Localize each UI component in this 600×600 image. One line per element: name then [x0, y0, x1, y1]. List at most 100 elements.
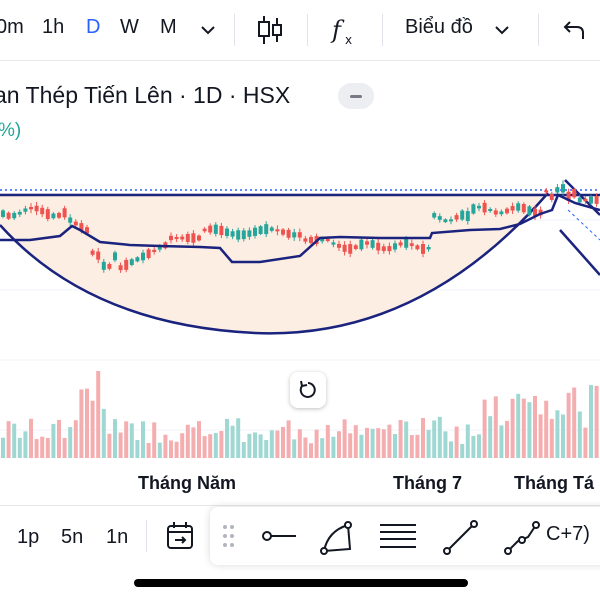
volume-bar: [572, 387, 577, 458]
volume-bar: [90, 400, 95, 458]
volume-bar: [163, 434, 168, 458]
volume-bar: [465, 424, 470, 458]
reset-chart-button[interactable]: [290, 372, 326, 408]
candle-body: [544, 190, 549, 193]
collapse-legend-button[interactable]: [338, 83, 374, 109]
volume-bar: [398, 420, 403, 458]
moving-average-line: [0, 193, 600, 264]
volume-bar: [275, 430, 280, 458]
svg-text:x: x: [345, 33, 352, 46]
volume-bar: [499, 425, 504, 458]
volume-bar: [264, 439, 269, 458]
volume-bar: [258, 434, 263, 458]
candle-body: [370, 240, 375, 248]
timeframe-0m[interactable]: 0m: [0, 16, 24, 38]
drag-handle-icon[interactable]: [222, 519, 236, 553]
candle-body: [236, 230, 241, 240]
candle-body: [555, 187, 560, 193]
timeframe-1h[interactable]: 1h: [42, 16, 65, 38]
candle-body: [499, 211, 504, 215]
reset-icon: [299, 380, 316, 398]
candle-body: [583, 198, 588, 202]
volume-bar: [236, 418, 241, 458]
candle-body: [152, 249, 157, 252]
timeframe-w[interactable]: W: [120, 16, 139, 38]
candlestick-icon[interactable]: [255, 14, 285, 46]
volume-bar: [113, 419, 117, 458]
candle-body: [359, 239, 364, 250]
candle-body: [40, 207, 45, 215]
volume-bar: [101, 408, 106, 458]
timeframe-d[interactable]: D: [86, 16, 101, 38]
cup-pattern-fill: [0, 193, 548, 334]
volume-bar: [124, 421, 129, 458]
candle-body: [325, 238, 330, 242]
chart-type-select[interactable]: Biểu đồ: [405, 16, 473, 38]
symbol-title[interactable]: an Thép Tiến Lên · 1D · HSX: [0, 82, 291, 108]
volume-bar: [365, 427, 369, 458]
chevron-down-icon[interactable]: [198, 22, 218, 38]
path-icon[interactable]: [502, 519, 542, 557]
volume-bar: [219, 431, 224, 458]
chevron-down-icon[interactable]: [492, 22, 512, 38]
candle-body: [527, 206, 532, 216]
candle-body: [68, 217, 73, 223]
candle-body: [572, 189, 577, 198]
handle-line[interactable]: [559, 229, 600, 276]
pen-curve-icon[interactable]: [318, 519, 358, 557]
volume-bar: [488, 416, 493, 458]
volume-bar: [129, 423, 134, 458]
candle-body: [342, 244, 347, 252]
separator: [538, 14, 539, 46]
candle-body: [353, 245, 358, 249]
candle-body: [157, 246, 162, 250]
calendar-goto-icon[interactable]: [165, 520, 197, 552]
volume-bar: [269, 430, 274, 458]
volume-bar: [337, 431, 341, 458]
candle-body: [253, 227, 257, 236]
volume-bar: [303, 437, 308, 458]
candle-body: [415, 245, 420, 250]
volume-bar: [146, 443, 151, 458]
volume-bar: [6, 421, 11, 458]
indicators-fx-icon[interactable]: f x: [330, 14, 360, 46]
candle-body: [471, 204, 476, 214]
volume-bar: [68, 427, 73, 458]
candle-body: [241, 230, 246, 240]
candle-body: [309, 236, 313, 244]
candle-body: [465, 211, 470, 222]
volume-bar: [443, 431, 448, 458]
range-1p[interactable]: 1p: [17, 526, 40, 548]
range-5n[interactable]: 5n: [61, 526, 84, 548]
volume-bar: [393, 434, 397, 458]
volume-bar: [505, 420, 509, 458]
volume-bar: [426, 429, 431, 458]
volume-series: [1, 371, 599, 458]
price-chart[interactable]: [0, 150, 600, 460]
volume-bar: [533, 395, 537, 458]
timeframe-m[interactable]: M: [160, 16, 177, 38]
parallel-lines-icon[interactable]: [378, 519, 418, 553]
candle-body: [96, 251, 101, 260]
candle-body: [482, 202, 487, 213]
volume-bar: [477, 434, 481, 458]
cup-pattern-outline[interactable]: [0, 192, 549, 335]
candle-body: [281, 229, 285, 235]
volume-bar: [342, 419, 347, 458]
undo-icon[interactable]: [562, 18, 586, 42]
drawing-toolbar: [210, 507, 600, 565]
separator: [382, 14, 383, 46]
candle-body: [331, 242, 336, 245]
volume-bar: [185, 424, 190, 458]
volume-bar: [555, 410, 560, 458]
volume-bar: [40, 436, 45, 458]
candle-body: [57, 212, 61, 218]
volume-bar: [191, 427, 196, 458]
candle-body: [505, 208, 509, 214]
range-1n[interactable]: 1n: [106, 526, 129, 548]
horizontal-ray-icon[interactable]: [258, 519, 298, 553]
candle-body: [297, 232, 302, 238]
trend-line-icon[interactable]: [440, 519, 480, 557]
volume-bar: [157, 442, 162, 458]
separator: [307, 14, 308, 46]
